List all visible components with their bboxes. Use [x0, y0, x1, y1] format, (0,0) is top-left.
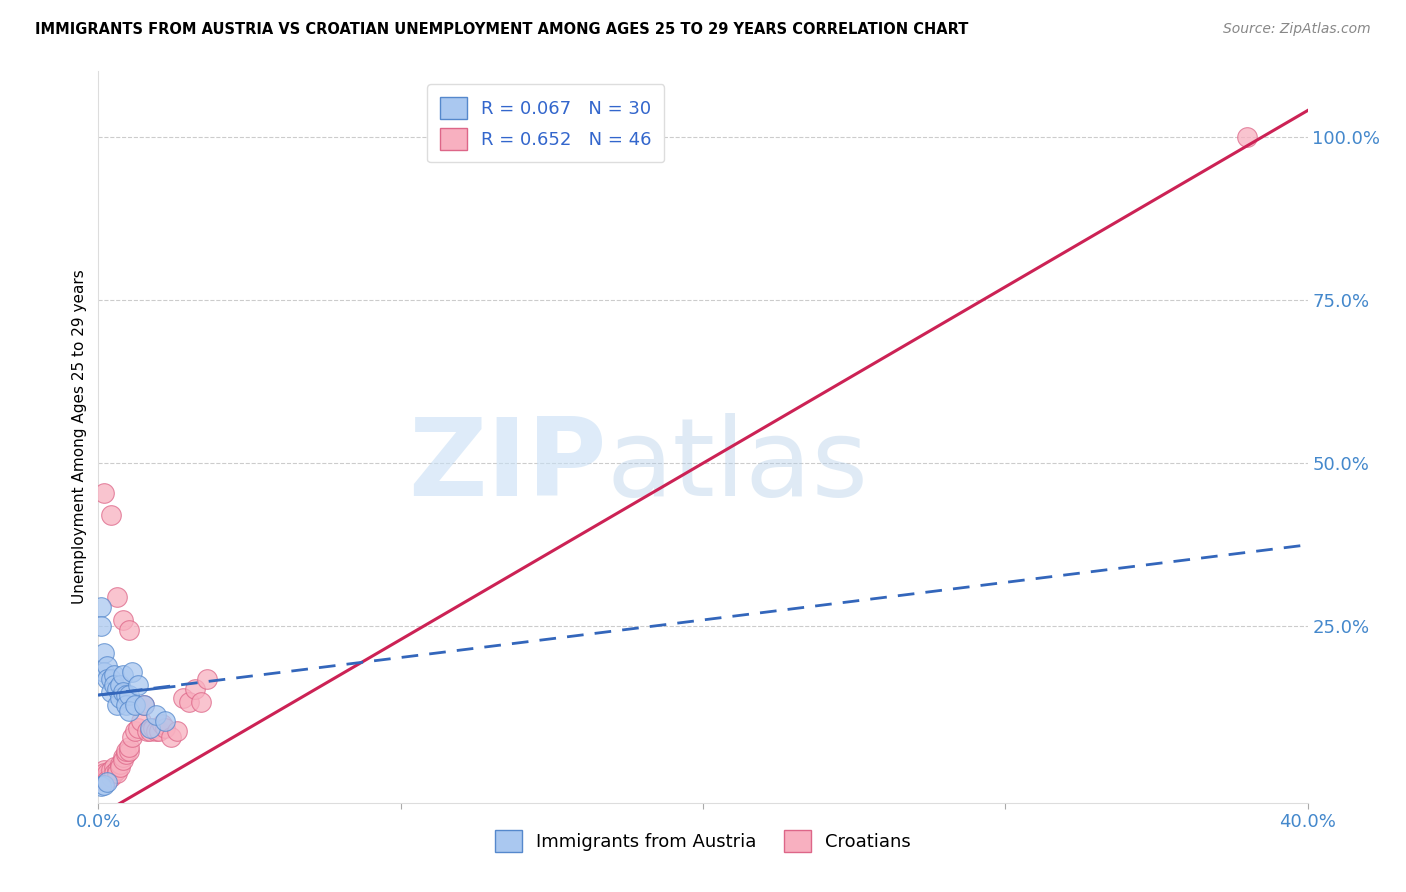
Point [166, 723, 188, 738]
Point [93, 778, 115, 792]
Point [118, 623, 141, 637]
Point [103, 766, 125, 780]
Point [90, 780, 112, 794]
Point [145, 723, 167, 738]
Point [124, 698, 146, 712]
Point [93, 646, 115, 660]
Point [105, 766, 128, 780]
Point [100, 770, 122, 784]
Legend: Immigrants from Austria, Croatians: Immigrants from Austria, Croatians [488, 823, 918, 860]
Point [108, 760, 131, 774]
Point [93, 763, 115, 777]
Point [118, 743, 141, 757]
Point [93, 766, 115, 780]
Point [184, 681, 207, 696]
Point [100, 685, 122, 699]
Point [153, 714, 176, 728]
Point [114, 747, 136, 761]
Point [105, 698, 128, 712]
Point [111, 753, 134, 767]
Point [105, 590, 128, 604]
Point [111, 668, 134, 682]
Point [111, 750, 134, 764]
Point [100, 508, 122, 523]
Point [103, 668, 125, 682]
Point [100, 672, 122, 686]
Point [145, 707, 167, 722]
Point [148, 723, 170, 738]
Point [114, 688, 136, 702]
Point [108, 756, 131, 771]
Point [124, 723, 146, 738]
Point [153, 721, 176, 735]
Point [132, 698, 155, 712]
Point [135, 723, 157, 738]
Point [93, 485, 115, 500]
Text: IMMIGRANTS FROM AUSTRIA VS CROATIAN UNEMPLOYMENT AMONG AGES 25 TO 29 YEARS CORRE: IMMIGRANTS FROM AUSTRIA VS CROATIAN UNEM… [35, 22, 969, 37]
Point [121, 731, 143, 745]
Point [96, 770, 118, 784]
Point [121, 665, 143, 680]
Point [100, 763, 122, 777]
Point [160, 731, 183, 745]
Point [90, 772, 112, 787]
Point [127, 678, 149, 692]
Point [179, 695, 201, 709]
Point [103, 760, 125, 774]
Point [111, 685, 134, 699]
Point [195, 672, 218, 686]
Text: atlas: atlas [606, 413, 869, 519]
Point [127, 721, 149, 735]
Point [105, 681, 128, 696]
Point [150, 717, 173, 731]
Point [90, 599, 112, 614]
Point [96, 766, 118, 780]
Point [108, 691, 131, 706]
Point [129, 714, 152, 728]
Point [114, 698, 136, 712]
Point [118, 705, 141, 719]
Point [172, 691, 194, 706]
Point [139, 721, 162, 735]
Point [96, 772, 118, 787]
Point [132, 698, 155, 712]
Point [96, 672, 118, 686]
Point [90, 770, 112, 784]
Point [118, 740, 141, 755]
Text: ZIP: ZIP [408, 413, 606, 519]
Point [96, 775, 118, 789]
Point [190, 695, 212, 709]
Point [114, 743, 136, 757]
Point [105, 763, 128, 777]
Point [93, 665, 115, 680]
Point [111, 613, 134, 627]
Point [96, 658, 118, 673]
Text: Source: ZipAtlas.com: Source: ZipAtlas.com [1223, 22, 1371, 37]
Y-axis label: Unemployment Among Ages 25 to 29 years: Unemployment Among Ages 25 to 29 years [72, 269, 87, 605]
Point [103, 678, 125, 692]
Point [139, 723, 162, 738]
Point [1236, 129, 1258, 144]
Point [90, 619, 112, 633]
Point [118, 688, 141, 702]
Point [142, 721, 165, 735]
Point [108, 678, 131, 692]
